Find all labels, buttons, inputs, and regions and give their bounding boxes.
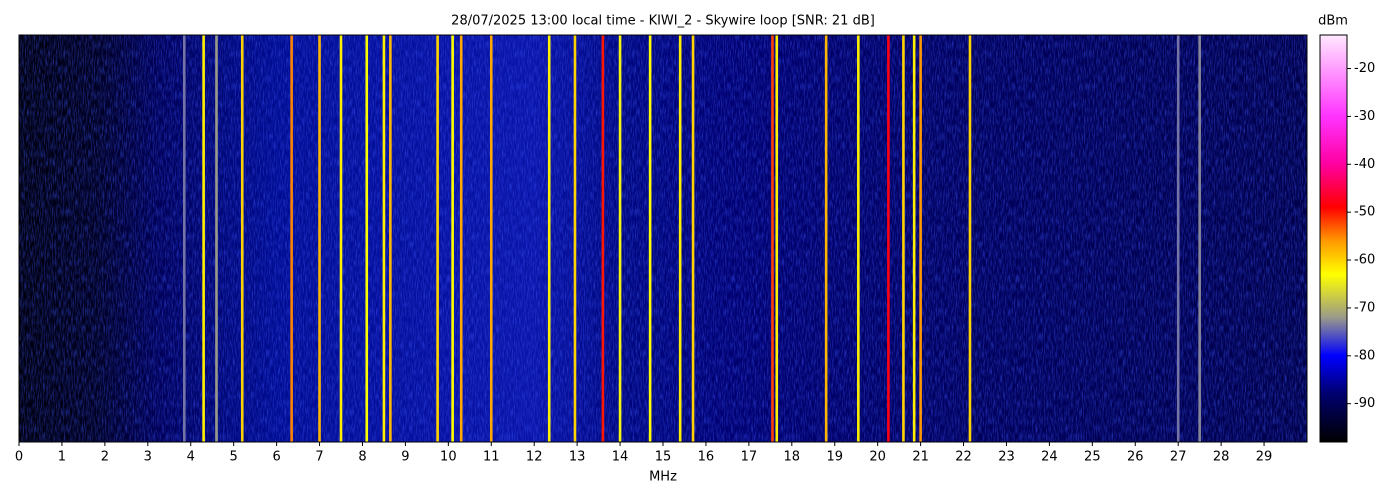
x-tick-label: 9 (401, 450, 409, 465)
signal-line (451, 35, 454, 442)
x-tick-label: 5 (230, 450, 238, 465)
x-tick-label: 2 (101, 450, 109, 465)
signal-line (771, 35, 774, 442)
signal-line (678, 35, 682, 442)
colorbar-tick-label: -60 (1354, 253, 1375, 268)
colorbar-tick-label: -80 (1354, 348, 1375, 363)
x-tick-label: 16 (698, 450, 715, 465)
x-tick-label: 17 (741, 450, 758, 465)
signal-line (339, 35, 343, 442)
x-tick-label: 19 (826, 450, 843, 465)
x-axis-label: MHz (649, 470, 677, 485)
x-tick-label: 1 (58, 450, 66, 465)
x-tick-label: 11 (483, 450, 500, 465)
x-tick-label: 0 (15, 450, 23, 465)
x-tick-label: 24 (1041, 450, 1058, 465)
colorbar-tick-label: -90 (1354, 396, 1375, 411)
signal-line (618, 35, 622, 442)
x-tick-label: 25 (1084, 450, 1101, 465)
signal-line (902, 35, 905, 442)
signal-line (573, 35, 577, 442)
x-tick-label: 26 (1127, 450, 1144, 465)
x-tick-label: 13 (569, 450, 586, 465)
x-tick-label: 3 (144, 450, 152, 465)
signal-line (601, 35, 605, 442)
colorbar-tick-label: -50 (1354, 205, 1375, 220)
x-tick-label: 28 (1213, 450, 1230, 465)
signal-line (547, 35, 551, 442)
signal-line (382, 35, 386, 442)
colorbar-tick-label: -70 (1354, 300, 1375, 315)
x-tick-label: 27 (1170, 450, 1187, 465)
signal-line (824, 35, 828, 442)
signal-line (365, 35, 369, 442)
x-tick-label: 15 (655, 450, 672, 465)
colorbar (1319, 34, 1348, 443)
signal-line (240, 35, 244, 442)
noise-texture (19, 35, 1307, 442)
signal-line (691, 35, 695, 442)
x-tick-label: 8 (358, 450, 366, 465)
x-tick-label: 21 (912, 450, 929, 465)
signal-line (182, 35, 186, 442)
x-tick-label: 18 (784, 450, 801, 465)
signal-line (215, 35, 218, 442)
x-tick-label: 7 (315, 450, 323, 465)
colorbar-tick-label: -30 (1354, 109, 1375, 124)
signal-line (318, 35, 321, 442)
x-tick-label: 20 (869, 450, 886, 465)
plot-area (19, 35, 1307, 442)
x-tick-label: 23 (998, 450, 1015, 465)
x-tick-label: 29 (1256, 450, 1273, 465)
signal-line (775, 35, 779, 442)
signal-line (436, 35, 439, 442)
signal-line (968, 35, 972, 442)
x-tick-label: 6 (272, 450, 280, 465)
colorbar-tick-label: -20 (1354, 61, 1375, 76)
x-tick-label: 4 (187, 450, 195, 465)
signal-line (202, 35, 205, 442)
signal-line (290, 35, 293, 442)
x-tick-label: 22 (955, 450, 972, 465)
signal-line (389, 35, 392, 442)
signal-line (857, 35, 860, 442)
colorbar-tick-label: -40 (1354, 157, 1375, 172)
signal-line (919, 35, 922, 442)
signal-line (912, 35, 916, 442)
chart-title: 28/07/2025 13:00 local time - KIWI_2 - S… (451, 14, 875, 29)
signal-line (459, 35, 463, 442)
signal-line (489, 35, 493, 442)
signal-line (1176, 35, 1180, 442)
signal-line (648, 35, 652, 442)
signal-line (1198, 35, 1201, 442)
x-tick-label: 12 (526, 450, 543, 465)
colorbar-label: dBm (1318, 14, 1348, 29)
x-tick-label: 10 (440, 450, 457, 465)
signal-line (887, 35, 890, 442)
x-tick-label: 14 (612, 450, 629, 465)
